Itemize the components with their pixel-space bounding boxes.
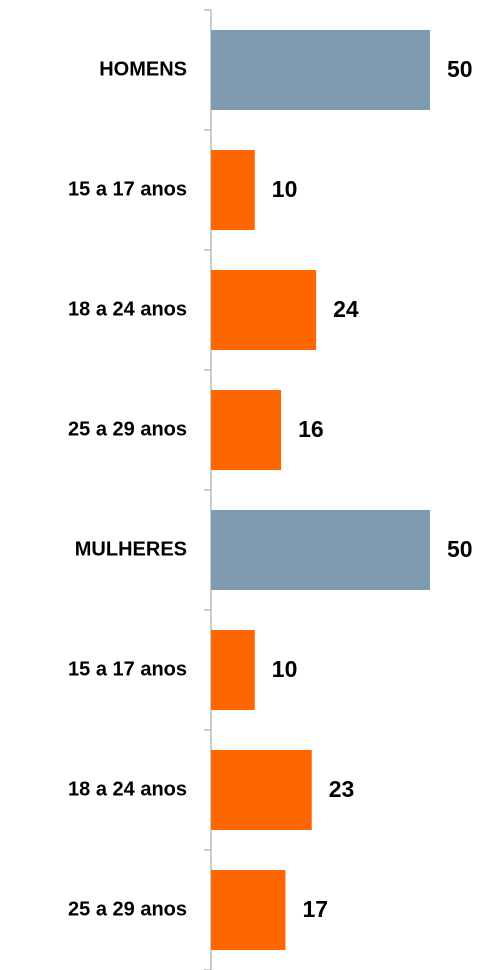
category-label: MULHERES <box>75 538 187 560</box>
category-label: 15 a 17 anos <box>68 658 187 680</box>
value-label: 10 <box>272 176 298 202</box>
value-label: 23 <box>329 776 355 802</box>
value-label: 17 <box>302 896 328 922</box>
category-label: 15 a 17 anos <box>68 178 187 200</box>
bar <box>211 150 255 230</box>
bar <box>211 270 317 350</box>
bar <box>211 870 286 950</box>
category-label: 25 a 29 anos <box>68 898 187 920</box>
category-label: 18 a 24 anos <box>68 298 187 320</box>
bar <box>211 30 430 110</box>
value-label: 16 <box>298 416 324 442</box>
category-label: 25 a 29 anos <box>68 418 187 440</box>
value-label: 50 <box>447 536 473 562</box>
category-label: HOMENS <box>99 58 187 80</box>
value-label: 10 <box>272 656 298 682</box>
value-label: 50 <box>447 56 473 82</box>
bar <box>211 510 430 590</box>
bar <box>211 630 255 710</box>
category-label: 18 a 24 anos <box>68 778 187 800</box>
bar <box>211 390 282 470</box>
bar <box>211 750 312 830</box>
value-label: 24 <box>333 296 359 322</box>
